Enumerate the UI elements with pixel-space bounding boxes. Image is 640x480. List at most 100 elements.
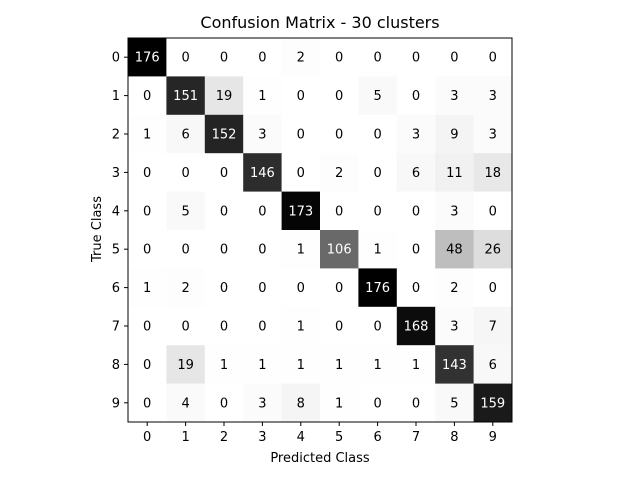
cell-3-8	[435, 153, 475, 193]
cell-label-2-1: 6	[181, 128, 189, 143]
cell-label-8-9: 6	[489, 358, 497, 373]
cell-9-4	[281, 383, 321, 423]
y-tick-label-4: 4	[112, 204, 120, 219]
cell-label-4-0: 0	[143, 204, 151, 219]
y-tick-label-3: 3	[112, 166, 120, 181]
cell-6-0	[128, 268, 167, 308]
cell-label-4-7: 0	[412, 204, 420, 219]
cell-2-1	[166, 114, 206, 154]
cell-label-9-3: 3	[258, 396, 266, 411]
cell-label-6-9: 0	[489, 281, 497, 296]
cell-label-9-8: 5	[450, 396, 458, 411]
cell-6-7	[396, 268, 436, 308]
cell-label-8-7: 1	[412, 358, 420, 373]
heatmap-cells: 176 0 0 0 2 0 0 0 0 00 151 19 1 0 0 5 0 3 31 6 152 3 0 0 0 3 9 30 0 0…	[128, 38, 513, 423]
cell-1-5	[320, 76, 359, 116]
x-tick-label-0: 0	[143, 430, 151, 445]
cell-label-3-5: 2	[335, 166, 343, 181]
cell-label-9-2: 0	[220, 396, 228, 411]
cell-label-7-6: 0	[373, 320, 381, 335]
cell-3-6	[358, 153, 398, 193]
cell-label-1-6: 5	[373, 89, 381, 104]
cell-9-2	[204, 383, 244, 423]
cell-0-2	[204, 38, 244, 77]
cell-8-3	[243, 345, 283, 385]
cell-label-8-8: 143	[442, 358, 467, 373]
cell-label-7-2: 0	[220, 320, 228, 335]
cell-label-7-4: 1	[297, 320, 305, 335]
cell-4-1	[166, 191, 206, 231]
cell-label-5-5: 106	[327, 243, 352, 258]
cell-6-1	[166, 268, 206, 308]
cell-label-7-5: 0	[335, 320, 343, 335]
cell-label-8-1: 19	[177, 358, 194, 373]
cell-0-0	[128, 38, 167, 77]
x-tick-label-2: 2	[220, 430, 228, 445]
cell-5-1	[166, 230, 206, 269]
x-tick-label-9: 9	[489, 430, 497, 445]
cell-9-6	[358, 383, 398, 423]
cell-label-4-5: 0	[335, 204, 343, 219]
cell-9-5	[320, 383, 359, 423]
cell-6-5	[320, 268, 359, 308]
cell-label-6-2: 0	[220, 281, 228, 296]
cell-label-9-5: 1	[335, 396, 343, 411]
cell-label-3-9: 18	[485, 166, 502, 181]
cell-8-9	[473, 345, 513, 385]
cell-2-0	[128, 114, 167, 154]
cell-3-4	[281, 153, 321, 193]
cell-6-8	[435, 268, 475, 308]
cell-label-0-3: 0	[258, 51, 266, 66]
y-tick-label-0: 0	[112, 51, 120, 66]
x-tick-label-5: 5	[335, 430, 343, 445]
cell-7-3	[243, 306, 283, 346]
cell-7-6	[358, 306, 398, 346]
cell-label-1-0: 0	[143, 89, 151, 104]
y-axis-ticks: 0 1 2 3 4 5 6 7 8 9	[112, 51, 128, 411]
cell-label-2-0: 1	[143, 128, 151, 143]
cell-label-5-9: 26	[485, 243, 502, 258]
cell-label-4-6: 0	[373, 204, 381, 219]
cell-1-4	[281, 76, 321, 116]
cell-3-1	[166, 153, 206, 193]
cell-6-6	[358, 268, 398, 308]
cell-label-7-8: 3	[450, 320, 458, 335]
cell-9-7	[396, 383, 436, 423]
cell-label-4-1: 5	[181, 204, 189, 219]
cell-label-9-9: 159	[480, 396, 505, 411]
chart-title: Confusion Matrix - 30 clusters	[200, 13, 439, 32]
cell-label-1-5: 0	[335, 89, 343, 104]
cell-6-2	[204, 268, 244, 308]
cell-8-7	[396, 345, 436, 385]
cell-label-0-8: 0	[450, 51, 458, 66]
cell-label-8-0: 0	[143, 358, 151, 373]
cell-label-8-4: 1	[297, 358, 305, 373]
cell-2-6	[358, 114, 398, 154]
cell-2-8	[435, 114, 475, 154]
cell-3-7	[396, 153, 436, 193]
x-axis-ticks: 0 1 2 3 4 5 6 7 8 9	[143, 422, 497, 445]
cell-label-3-2: 0	[220, 166, 228, 181]
cell-9-0	[128, 383, 167, 423]
cell-8-1	[166, 345, 206, 385]
cell-label-3-8: 11	[446, 166, 463, 181]
cell-5-9	[473, 230, 513, 269]
y-tick-label-7: 7	[112, 320, 120, 335]
cell-4-4	[281, 191, 321, 231]
cell-label-7-9: 7	[489, 320, 497, 335]
cell-label-8-2: 1	[220, 358, 228, 373]
cell-2-7	[396, 114, 436, 154]
x-tick-label-4: 4	[297, 430, 305, 445]
cell-label-6-1: 2	[181, 281, 189, 296]
cell-4-0	[128, 191, 167, 231]
cell-0-1	[166, 38, 206, 77]
cell-label-8-6: 1	[373, 358, 381, 373]
cell-label-1-9: 3	[489, 89, 497, 104]
cell-label-1-7: 0	[412, 89, 420, 104]
cell-5-4	[281, 230, 321, 269]
cell-0-6	[358, 38, 398, 77]
cell-label-5-8: 48	[446, 243, 463, 258]
x-tick-label-3: 3	[258, 430, 266, 445]
cell-label-5-1: 0	[181, 243, 189, 258]
